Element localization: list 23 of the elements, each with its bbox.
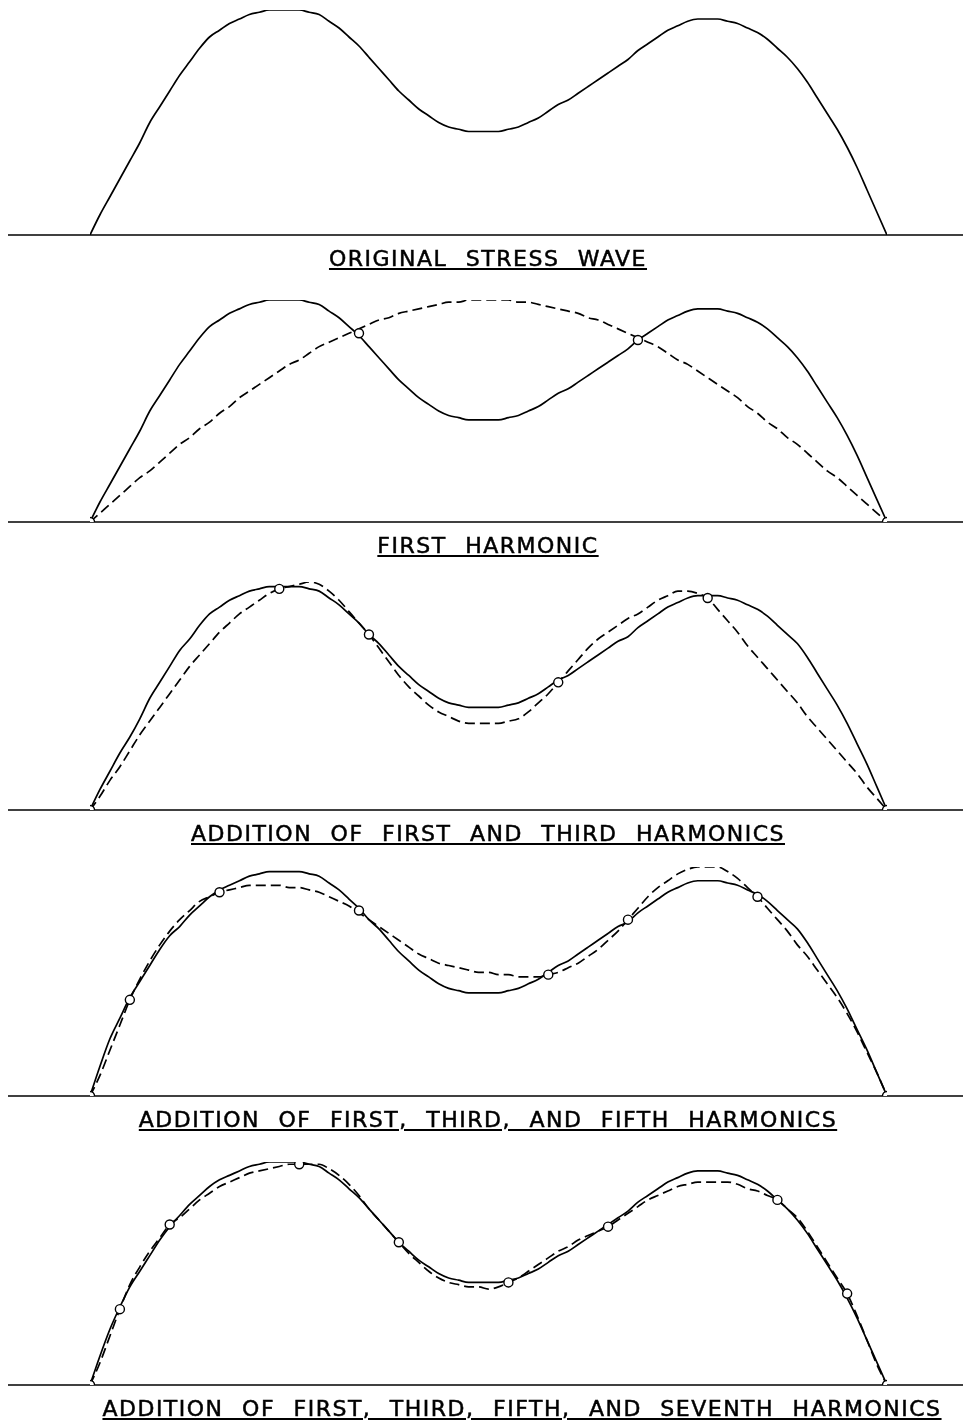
point [164, 1219, 175, 1230]
point [353, 905, 365, 916]
point [602, 1221, 614, 1232]
point [752, 891, 763, 902]
point [363, 629, 375, 640]
point [553, 677, 564, 688]
point [214, 886, 225, 898]
point [543, 969, 554, 980]
point [393, 1237, 405, 1248]
point [294, 1162, 305, 1170]
point [622, 914, 634, 925]
point [114, 1303, 126, 1315]
point [124, 994, 136, 1006]
point [772, 1194, 783, 1206]
text: ADDITION OF FIRST, THIRD, FIFTH, AND SEVENTH HARMONICS [102, 1396, 942, 1421]
text: ORIGINAL STRESS WAVE [328, 246, 648, 271]
text: FIRST HARMONIC [377, 533, 599, 558]
point [503, 1277, 514, 1288]
text: ADDITION OF FIRST AND THIRD HARMONICS [191, 821, 785, 846]
point [702, 592, 713, 604]
text: ADDITION OF FIRST, THIRD, AND FIFTH HARMONICS [138, 1107, 838, 1132]
point [274, 583, 285, 595]
point [841, 1288, 853, 1299]
